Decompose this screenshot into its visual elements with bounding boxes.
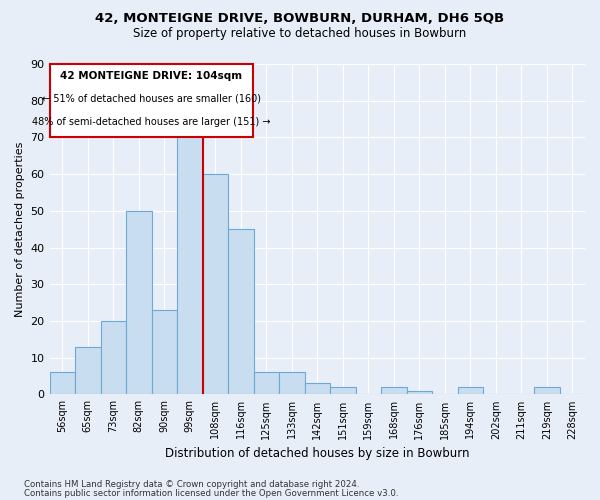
Bar [381,387,407,394]
Y-axis label: Number of detached properties: Number of detached properties [15,142,25,317]
X-axis label: Distribution of detached houses by size in Bowburn: Distribution of detached houses by size … [165,447,470,460]
Text: Contains public sector information licensed under the Open Government Licence v3: Contains public sector information licen… [24,490,398,498]
Bar [534,387,560,394]
Bar [152,310,177,394]
FancyBboxPatch shape [50,64,253,136]
Text: 42 MONTEIGNE DRIVE: 104sqm: 42 MONTEIGNE DRIVE: 104sqm [60,70,242,81]
Bar [305,384,330,394]
Bar [101,321,126,394]
Bar [330,387,356,394]
Text: Contains HM Land Registry data © Crown copyright and database right 2024.: Contains HM Land Registry data © Crown c… [24,480,359,489]
Bar [75,346,101,395]
Bar [254,372,279,394]
Text: ← 51% of detached houses are smaller (160): ← 51% of detached houses are smaller (16… [42,94,261,104]
Bar [458,387,483,394]
Bar [203,174,228,394]
Bar [407,391,432,394]
Text: 48% of semi-detached houses are larger (151) →: 48% of semi-detached houses are larger (… [32,117,271,127]
Text: 42, MONTEIGNE DRIVE, BOWBURN, DURHAM, DH6 5QB: 42, MONTEIGNE DRIVE, BOWBURN, DURHAM, DH… [95,12,505,26]
Bar [177,130,203,394]
Bar [126,211,152,394]
Bar [228,229,254,394]
Text: Size of property relative to detached houses in Bowburn: Size of property relative to detached ho… [133,28,467,40]
Bar [279,372,305,394]
Bar [50,372,75,394]
